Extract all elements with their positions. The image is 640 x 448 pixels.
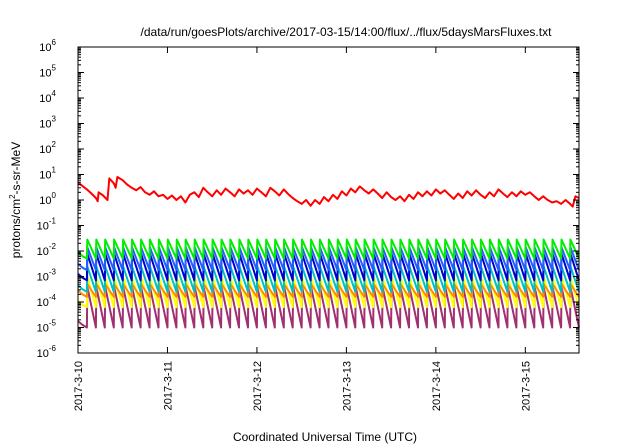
y-tick-label: 103 — [39, 115, 56, 131]
y-tick-label: 101 — [39, 166, 56, 182]
y-tick-label: 100 — [39, 191, 56, 207]
y-axis-label-post: -s-sr-MeV — [9, 142, 23, 195]
y-tick-label: 10-1 — [37, 217, 57, 233]
y-axis: 10-6 10-5 10-4 10-3 10-2 10-1 100 101 102 103 104 1… — [37, 38, 579, 360]
y-tick-label: 10-3 — [37, 268, 57, 284]
x-tick-label: 2017-3-13 — [341, 361, 353, 411]
y-tick-label: 102 — [39, 140, 56, 156]
x-tick-label: 2017-3-10 — [73, 361, 85, 411]
y-axis-label: protons/cm2-s-sr-MeV — [8, 142, 23, 258]
x-tick-label: 2017-3-15 — [520, 361, 532, 411]
x-axis-label: Coordinated Universal Time (UTC) — [233, 430, 417, 444]
y-tick-label: 10-2 — [37, 242, 57, 258]
y-axis-label-sup: 2 — [8, 194, 17, 199]
series-layer — [77, 176, 580, 329]
y-tick-label: 106 — [39, 38, 56, 54]
series-line-1 — [77, 238, 580, 260]
y-tick-label: 10-4 — [37, 293, 57, 309]
y-axis-label-pre: protons/cm — [9, 199, 23, 258]
x-tick-label: 2017-3-14 — [431, 361, 443, 411]
series-line-0 — [77, 176, 580, 208]
x-tick-label: 2017-3-12 — [252, 361, 264, 411]
y-tick-label: 10-5 — [37, 319, 57, 335]
x-tick-label: 2017-3-11 — [162, 361, 174, 410]
x-axis: 2017-3-10 2017-3-11 2017-3-12 2017-3-13 2017… — [73, 47, 532, 411]
y-tick-label: 105 — [39, 64, 56, 80]
y-tick-label: 104 — [39, 89, 56, 105]
chart-title: /data/run/goesPlots/archive/2017-03-15/1… — [141, 25, 553, 39]
y-tick-label: 10-6 — [37, 344, 57, 360]
